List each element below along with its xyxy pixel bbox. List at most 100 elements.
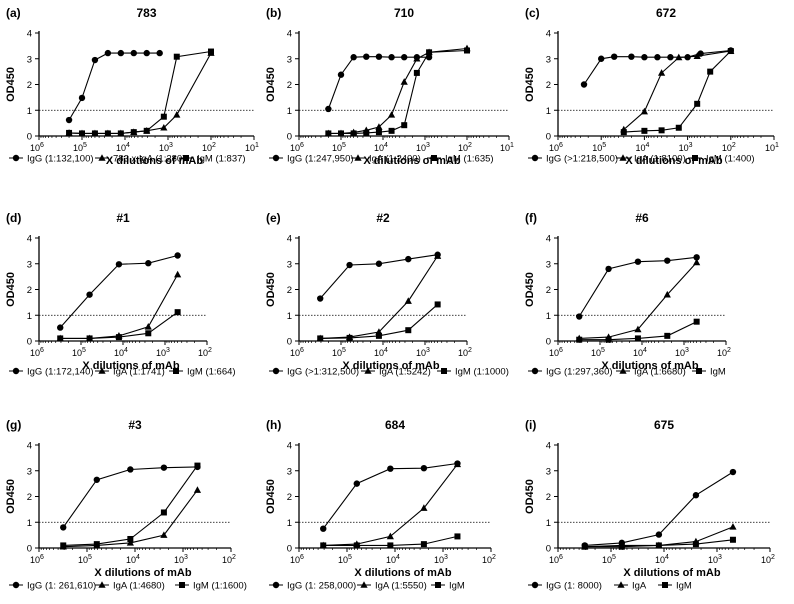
legend-marker-square (696, 368, 702, 374)
y-tick-label: 2 (287, 492, 292, 503)
data-point (375, 123, 383, 130)
x-axis-label: X dilutions of mAb (601, 360, 698, 372)
y-tick-label: 0 (546, 544, 551, 555)
x-tick-label: 104 (374, 347, 388, 358)
data-point (160, 531, 168, 538)
series-line (328, 47, 468, 134)
panel-title: 675 (654, 418, 674, 432)
x-tick-label: 103 (434, 554, 448, 565)
data-point (388, 54, 395, 61)
data-point (581, 543, 588, 550)
data-point (707, 68, 714, 75)
data-point (117, 49, 125, 57)
legend-label: IgM (710, 367, 726, 378)
x-tick-label: 106 (30, 347, 44, 358)
data-point (386, 532, 394, 540)
legend-marker-triangle (98, 154, 106, 161)
y-tick-label: 2 (546, 80, 551, 91)
x-tick-label: 102 (202, 142, 216, 153)
data-point (346, 261, 353, 269)
legend-marker-square (692, 155, 698, 161)
data-point (173, 111, 181, 118)
series-igm (581, 536, 736, 550)
x-tick-label: 101 (500, 142, 514, 153)
x-tick-label: 102 (458, 142, 472, 153)
x-tick-label: 104 (635, 142, 649, 153)
y-tick-label: 4 (546, 441, 551, 452)
legend-marker-triangle (619, 154, 627, 161)
data-point (91, 130, 98, 137)
y-tick-label: 0 (27, 132, 32, 143)
legend-label: IgM (1:664) (187, 367, 236, 378)
data-point (420, 504, 428, 511)
y-tick-label: 2 (27, 285, 32, 296)
x-tick-label: 102 (222, 554, 236, 565)
x-tick-label: 102 (761, 554, 775, 565)
data-point (143, 127, 150, 134)
x-tick-label: 104 (386, 554, 400, 565)
y-tick-label: 4 (27, 441, 32, 452)
panel-letter: (h) (266, 418, 281, 432)
legend-marker-triangle (360, 581, 368, 588)
data-point (350, 130, 357, 137)
x-tick-label: 104 (114, 347, 128, 358)
data-point (692, 492, 700, 499)
data-point (693, 258, 701, 266)
y-tick-label: 3 (27, 54, 32, 65)
y-tick-label: 3 (546, 54, 551, 65)
y-tick-label: 4 (27, 29, 32, 40)
y-tick-label: 1 (287, 311, 292, 322)
data-point (60, 542, 67, 549)
legend-label: IgA (1:1741) (113, 367, 165, 378)
data-point (580, 81, 588, 88)
y-tick-label: 0 (546, 132, 551, 143)
x-tick-label: 104 (633, 347, 647, 358)
x-tick-label: 102 (717, 347, 731, 358)
series-igg (576, 254, 700, 320)
series-783-x-iga (65, 49, 215, 137)
data-point (127, 535, 134, 542)
x-tick-label: 102 (482, 554, 496, 565)
y-tick-label: 1 (27, 106, 32, 117)
y-tick-label: 3 (287, 466, 292, 477)
y-tick-label: 4 (287, 441, 292, 452)
data-point (193, 486, 202, 493)
series-igm (320, 533, 461, 549)
legend-label: IgA (1:2400) (369, 154, 421, 165)
data-point (337, 71, 345, 78)
x-tick-label: 102 (458, 347, 472, 358)
legend-marker-triangle (364, 367, 372, 374)
y-tick-label: 1 (546, 311, 551, 322)
x-tick-label: 104 (126, 554, 140, 565)
legend-marker-square (435, 582, 441, 588)
x-axis-label: X dilutions of mAb (82, 360, 179, 372)
data-point (605, 336, 612, 343)
data-point (66, 129, 73, 136)
data-point (641, 127, 648, 134)
data-point (104, 49, 112, 57)
data-point (320, 542, 327, 549)
data-point (464, 47, 470, 54)
data-point (664, 332, 671, 339)
data-point (375, 53, 383, 60)
data-point (317, 295, 324, 302)
data-point (605, 265, 612, 273)
legend: IgG (1:247,950) IgA (1:2400) IgM (1:635) (269, 154, 494, 165)
data-point (611, 53, 618, 60)
data-point (160, 113, 167, 120)
data-point (454, 533, 461, 540)
series-igg (57, 252, 181, 331)
series-igm (60, 462, 201, 549)
series-igg (581, 468, 737, 549)
series-igg (65, 49, 163, 124)
x-tick-label: 101 (245, 142, 259, 153)
legend-label: IgM (1:837) (197, 154, 246, 165)
legend-marker-circle (272, 581, 280, 589)
data-point (675, 124, 682, 131)
x-tick-label: 103 (708, 554, 722, 565)
data-point (729, 523, 737, 530)
data-point (388, 127, 395, 134)
data-point (317, 335, 324, 342)
